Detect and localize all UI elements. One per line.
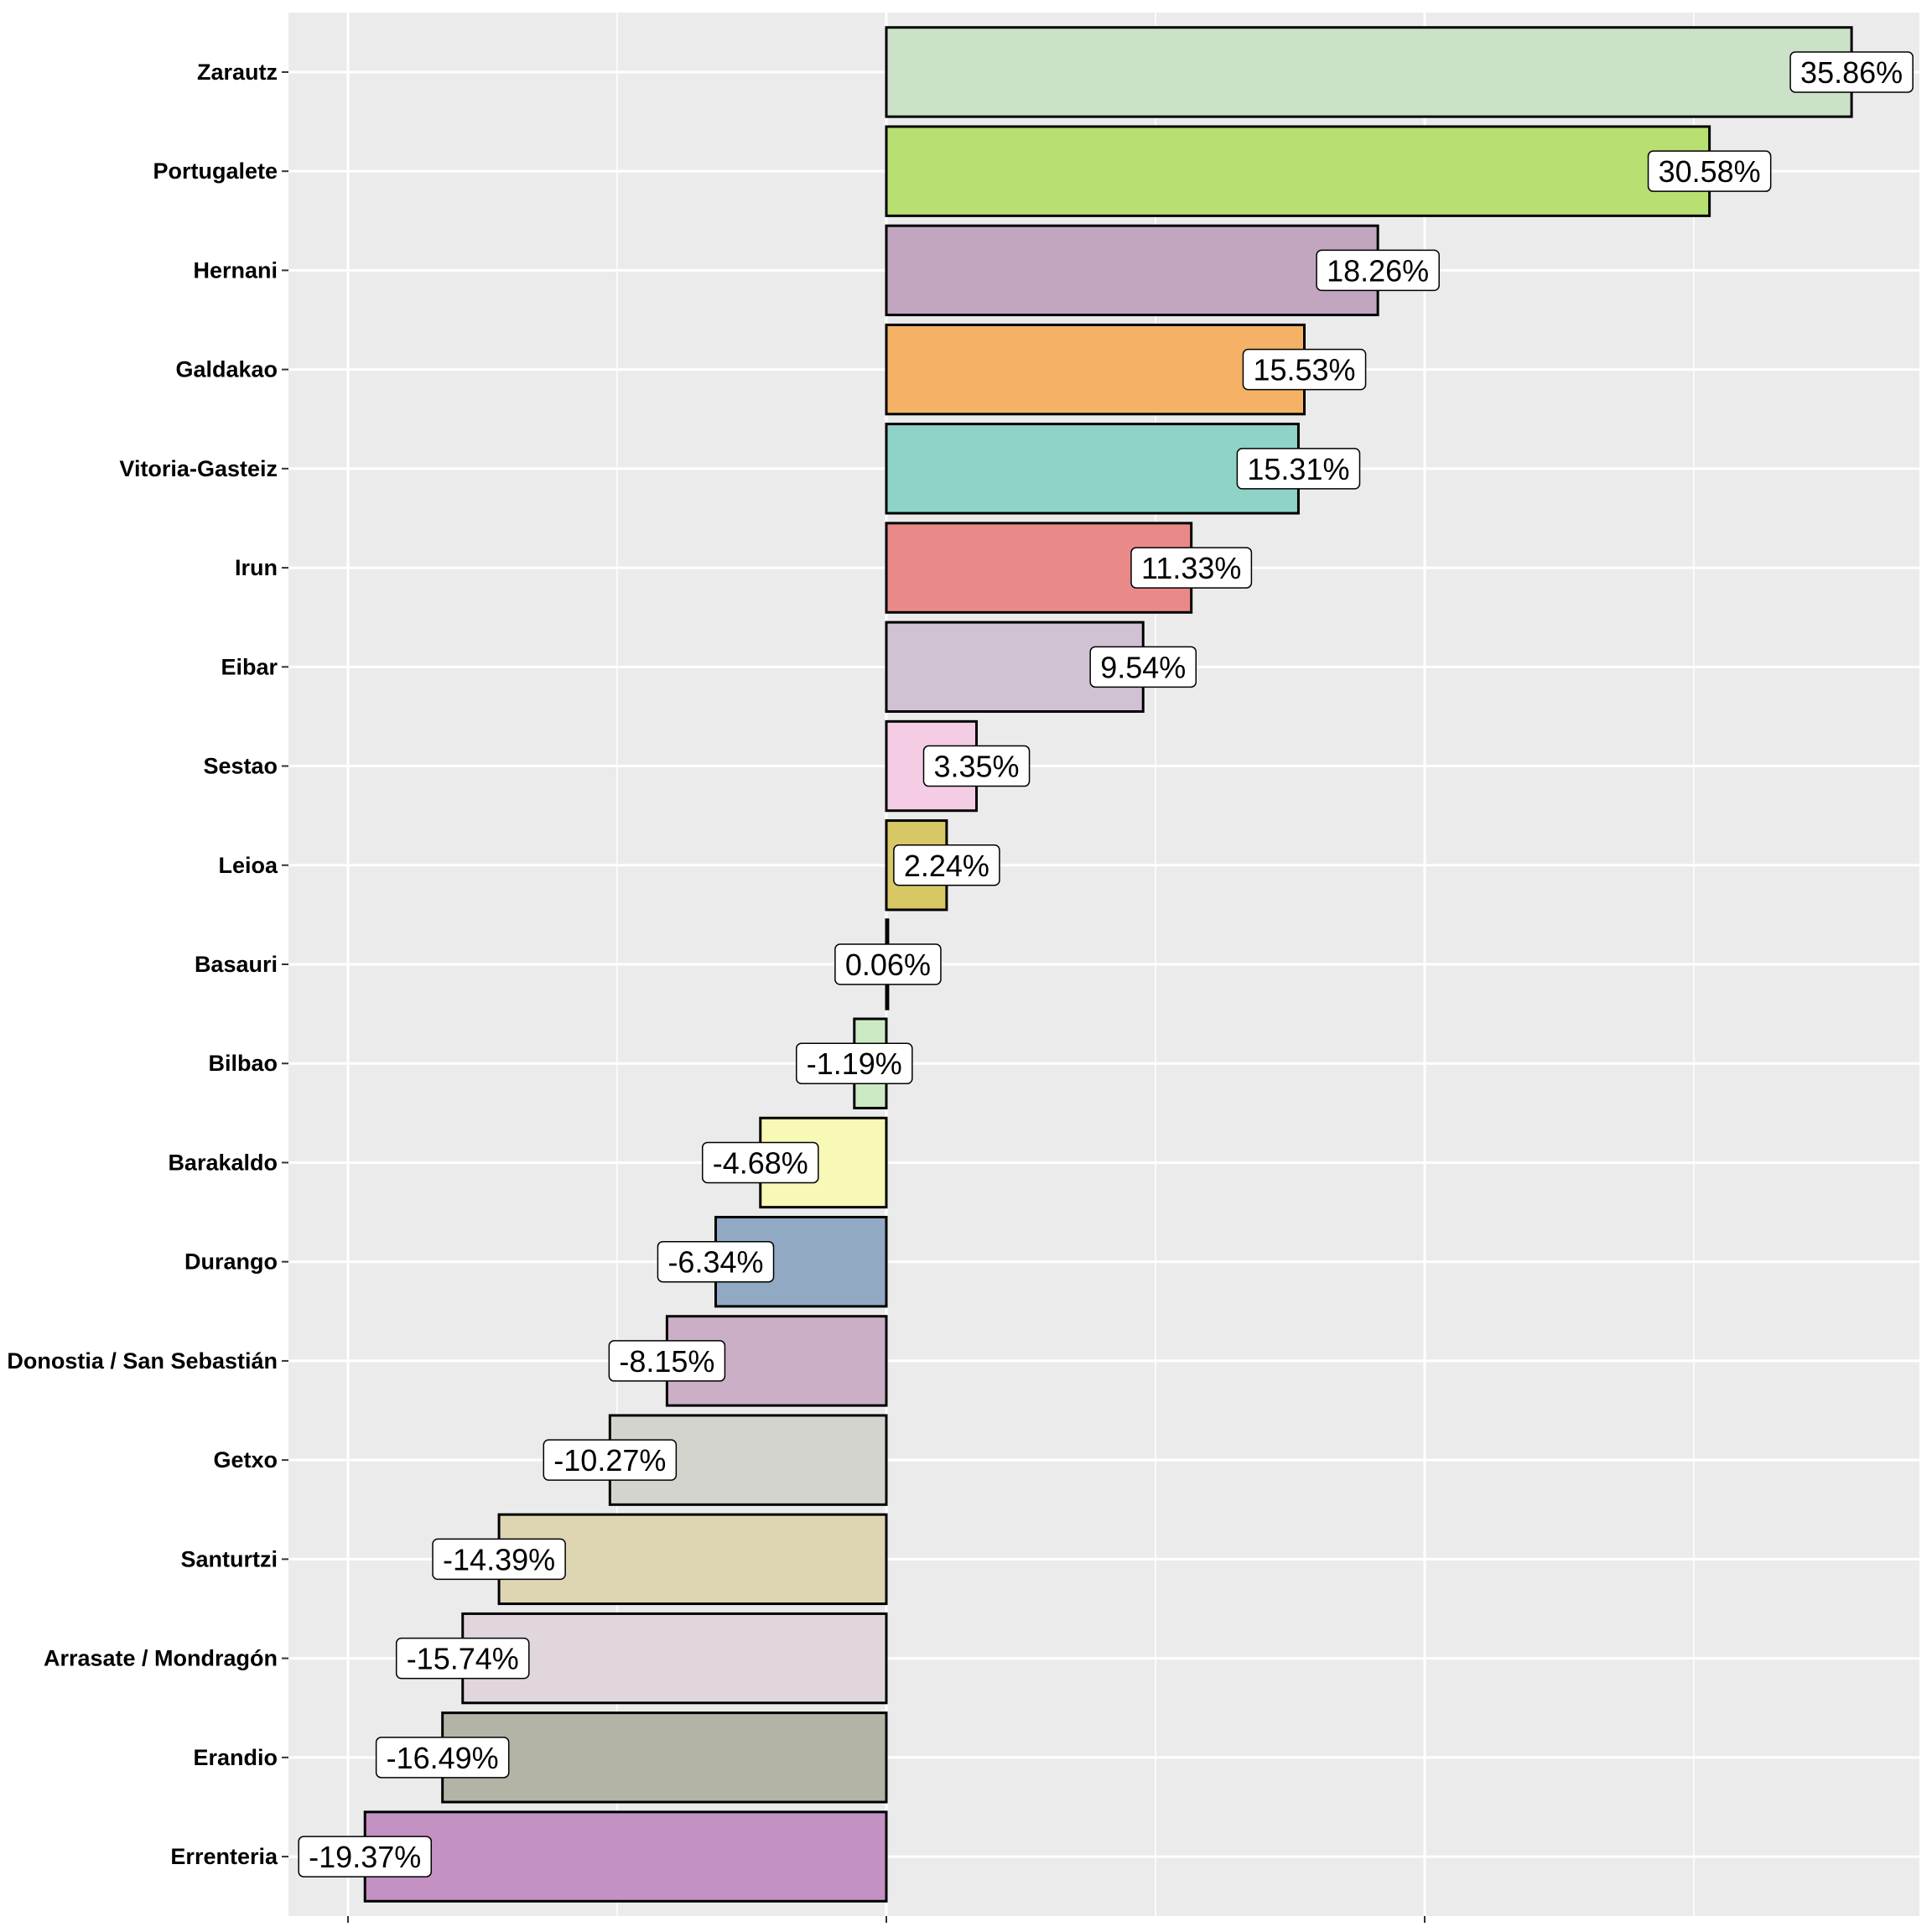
value-label-text: 15.53% <box>1253 353 1355 387</box>
value-label: -14.39% <box>432 1538 566 1581</box>
value-label-text: -1.19% <box>807 1046 902 1081</box>
y-tick-label: Irun <box>235 555 278 580</box>
value-label: 15.31% <box>1236 448 1361 490</box>
value-label-box <box>1789 51 1914 93</box>
y-tick-label: Sestao <box>203 754 278 779</box>
value-label-text: 0.06% <box>845 948 931 982</box>
value-label-text: -6.34% <box>667 1245 763 1280</box>
value-label: -4.68% <box>701 1141 819 1184</box>
value-label-box <box>893 844 1000 886</box>
bar <box>441 1711 888 1804</box>
y-tick-label: Galdakao <box>175 357 278 382</box>
bar <box>461 1612 888 1705</box>
y-tick-label: Arrasate / Mondragón <box>44 1646 278 1671</box>
bar <box>885 26 1853 118</box>
value-label-text: -14.39% <box>443 1542 555 1576</box>
value-label-box <box>1316 249 1440 292</box>
y-tick-label: Zarautz <box>197 60 278 85</box>
y-tick-label: Durango <box>184 1249 278 1275</box>
value-label-text: 3.35% <box>933 750 1019 784</box>
value-label-box <box>543 1439 678 1481</box>
value-label-box <box>922 745 1031 787</box>
x-axis <box>347 1916 1426 1923</box>
value-label: 3.35% <box>922 745 1031 787</box>
y-axis: Zarautz Portugalete Hernani Galdakao Vitoria… <box>7 60 288 1869</box>
value-label: 15.53% <box>1242 348 1367 391</box>
value-label: -6.34% <box>657 1240 775 1283</box>
value-label-text: 9.54% <box>1100 650 1186 684</box>
value-label-box <box>1242 348 1367 391</box>
y-tick-label: Vitoria-Gasteiz <box>119 456 278 481</box>
value-label: 2.24% <box>893 844 1000 886</box>
value-label-text: -8.15% <box>619 1344 714 1379</box>
value-label-box <box>1130 547 1253 589</box>
bars <box>363 26 1853 1903</box>
y-tick-label: Santurtzi <box>180 1546 278 1571</box>
value-label: -15.74% <box>395 1637 530 1680</box>
y-tick-label: Getxo <box>213 1447 278 1472</box>
y-tick-label: Errenteria <box>170 1844 278 1869</box>
bar <box>885 224 1379 317</box>
value-label: -10.27% <box>543 1439 678 1481</box>
value-label-box <box>796 1042 913 1084</box>
value-label-box <box>608 1340 726 1382</box>
value-label: 0.06% <box>834 943 942 985</box>
value-label-box <box>1236 448 1361 490</box>
value-label-box <box>298 1836 433 1877</box>
y-tick-label: Erandio <box>193 1745 278 1770</box>
y-tick-label: Portugalete <box>153 158 278 184</box>
bar <box>885 125 1711 217</box>
bar <box>885 323 1306 416</box>
y-tick-label: Bilbao <box>208 1051 278 1076</box>
bar <box>363 1810 888 1903</box>
y-tick-label: Eibar <box>221 654 278 679</box>
bar <box>885 423 1300 515</box>
value-label: -1.19% <box>796 1042 913 1084</box>
value-label-text: 15.31% <box>1247 452 1349 486</box>
value-label: -19.37% <box>298 1836 433 1877</box>
value-label-box <box>657 1240 775 1283</box>
value-label-text: -10.27% <box>553 1443 666 1478</box>
value-label-text: 35.86% <box>1800 55 1903 90</box>
value-label: 18.26% <box>1316 249 1440 292</box>
value-label-text: 2.24% <box>904 849 989 883</box>
value-label-text: 11.33% <box>1141 551 1241 585</box>
value-label-box <box>375 1737 510 1779</box>
value-label: -16.49% <box>375 1737 510 1779</box>
value-label-box <box>395 1637 530 1680</box>
value-label-box <box>834 943 942 985</box>
y-tick-label: Hernani <box>193 257 278 283</box>
y-tick-label: Donostia / San Sebastián <box>7 1348 278 1374</box>
y-tick-label: Leioa <box>218 853 278 878</box>
value-label: 30.58% <box>1647 150 1772 192</box>
value-label-text: -19.37% <box>309 1840 421 1874</box>
value-label: 9.54% <box>1089 646 1197 688</box>
value-label: 35.86% <box>1789 51 1914 93</box>
y-tick-label: Barakaldo <box>168 1150 278 1175</box>
value-label-text: 18.26% <box>1327 253 1429 288</box>
value-label-text: -4.68% <box>713 1145 808 1180</box>
y-tick-label: Basauri <box>195 952 278 977</box>
value-label-text: -16.49% <box>387 1741 499 1775</box>
value-label: -8.15% <box>608 1340 726 1382</box>
value-label-box <box>1089 646 1197 688</box>
value-label: 11.33% <box>1130 547 1253 589</box>
value-label-text: 30.58% <box>1659 154 1761 189</box>
value-label-box <box>432 1538 566 1581</box>
value-label-box <box>701 1141 819 1184</box>
value-labels: 35.86% 30.58% 18.26% 15.53% 15.31% 11.33% 9.54… <box>298 51 1914 1877</box>
value-label-text: -15.74% <box>407 1642 519 1676</box>
value-label-box <box>1647 150 1772 192</box>
